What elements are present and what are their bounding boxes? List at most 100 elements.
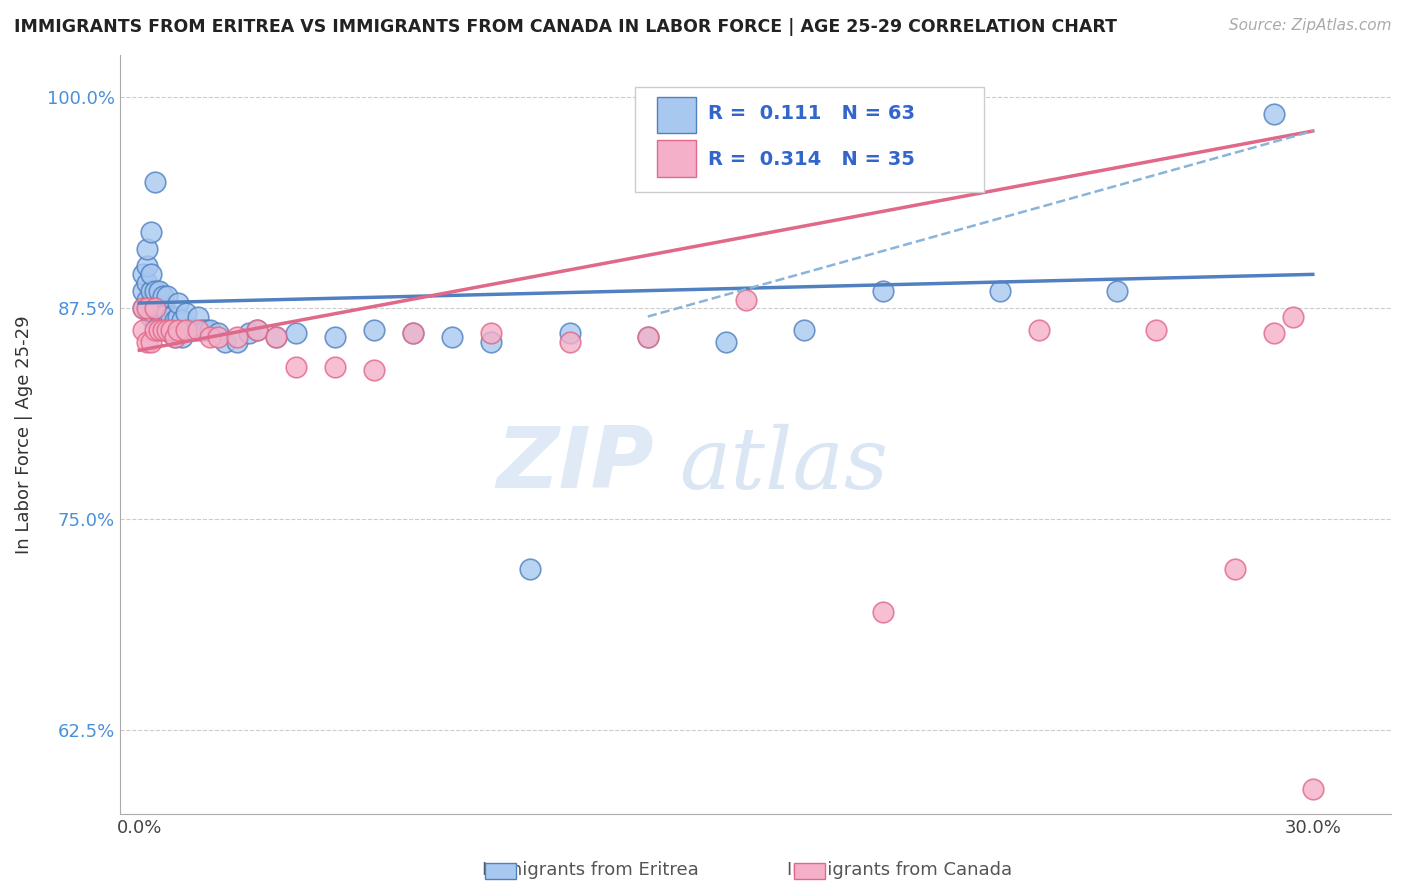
Point — [198, 330, 221, 344]
Point — [143, 323, 166, 337]
Point — [872, 605, 894, 619]
Text: R =  0.111   N = 63: R = 0.111 N = 63 — [709, 104, 915, 123]
Point — [714, 334, 737, 349]
Point — [1028, 323, 1050, 337]
Point — [1144, 323, 1167, 337]
Point — [148, 301, 170, 315]
Point — [163, 330, 186, 344]
Point — [284, 326, 307, 341]
Point — [143, 313, 166, 327]
Point — [174, 323, 197, 337]
Point — [132, 301, 155, 315]
Point — [402, 326, 425, 341]
Point — [148, 318, 170, 332]
Point — [148, 284, 170, 298]
Point — [156, 306, 179, 320]
Point — [139, 334, 162, 349]
Point — [226, 330, 249, 344]
Point — [214, 334, 236, 349]
Point — [136, 276, 159, 290]
Point — [152, 301, 174, 315]
Point — [167, 323, 190, 337]
Point — [132, 323, 155, 337]
Point — [167, 296, 190, 310]
Point — [163, 313, 186, 327]
Point — [323, 360, 346, 375]
Point — [793, 323, 815, 337]
Point — [558, 334, 581, 349]
Point — [159, 310, 181, 324]
Text: IMMIGRANTS FROM ERITREA VS IMMIGRANTS FROM CANADA IN LABOR FORCE | AGE 25-29 COR: IMMIGRANTS FROM ERITREA VS IMMIGRANTS FR… — [14, 18, 1116, 36]
Point — [226, 334, 249, 349]
Point — [159, 323, 181, 337]
Point — [179, 323, 201, 337]
Text: Immigrants from Eritrea: Immigrants from Eritrea — [482, 861, 699, 879]
Point — [143, 301, 166, 315]
Point — [132, 284, 155, 298]
Point — [519, 562, 541, 576]
Point — [194, 323, 217, 337]
Point — [156, 289, 179, 303]
Point — [172, 313, 194, 327]
Point — [152, 289, 174, 303]
Text: atlas: atlas — [679, 424, 889, 507]
Point — [479, 334, 502, 349]
Point — [1223, 562, 1246, 576]
Point — [174, 323, 197, 337]
Point — [246, 323, 269, 337]
FancyBboxPatch shape — [658, 140, 696, 177]
Point — [637, 330, 659, 344]
Point — [174, 306, 197, 320]
Point — [167, 310, 190, 324]
Point — [363, 323, 385, 337]
Point — [136, 293, 159, 307]
Point — [167, 326, 190, 341]
Point — [159, 326, 181, 341]
Point — [198, 323, 221, 337]
Text: Source: ZipAtlas.com: Source: ZipAtlas.com — [1229, 18, 1392, 33]
Point — [207, 330, 229, 344]
Point — [323, 330, 346, 344]
Point — [284, 360, 307, 375]
Point — [637, 330, 659, 344]
Point — [139, 310, 162, 324]
Point — [152, 323, 174, 337]
Point — [132, 301, 155, 315]
Point — [143, 301, 166, 315]
Point — [143, 284, 166, 298]
Point — [148, 323, 170, 337]
Point — [191, 323, 214, 337]
Point — [988, 284, 1011, 298]
Point — [1302, 781, 1324, 796]
Point — [1282, 310, 1305, 324]
Point — [139, 284, 162, 298]
FancyBboxPatch shape — [658, 97, 696, 133]
Point — [163, 330, 186, 344]
Point — [156, 323, 179, 337]
Point — [1263, 326, 1285, 341]
Point — [139, 296, 162, 310]
Point — [402, 326, 425, 341]
Text: ZIP: ZIP — [496, 424, 654, 507]
Point — [872, 284, 894, 298]
Text: R =  0.314   N = 35: R = 0.314 N = 35 — [709, 150, 915, 169]
Text: Immigrants from Canada: Immigrants from Canada — [787, 861, 1012, 879]
Point — [1263, 107, 1285, 121]
Point — [156, 323, 179, 337]
Point — [264, 330, 287, 344]
Point — [238, 326, 260, 341]
Point — [139, 225, 162, 239]
Point — [139, 268, 162, 282]
Point — [363, 363, 385, 377]
Point — [441, 330, 464, 344]
Point — [734, 293, 756, 307]
Point — [183, 323, 205, 337]
Point — [246, 323, 269, 337]
Point — [187, 310, 209, 324]
Point — [143, 175, 166, 189]
Point — [187, 323, 209, 337]
Y-axis label: In Labor Force | Age 25-29: In Labor Force | Age 25-29 — [15, 315, 32, 554]
Point — [264, 330, 287, 344]
Point — [132, 268, 155, 282]
Point — [207, 326, 229, 341]
